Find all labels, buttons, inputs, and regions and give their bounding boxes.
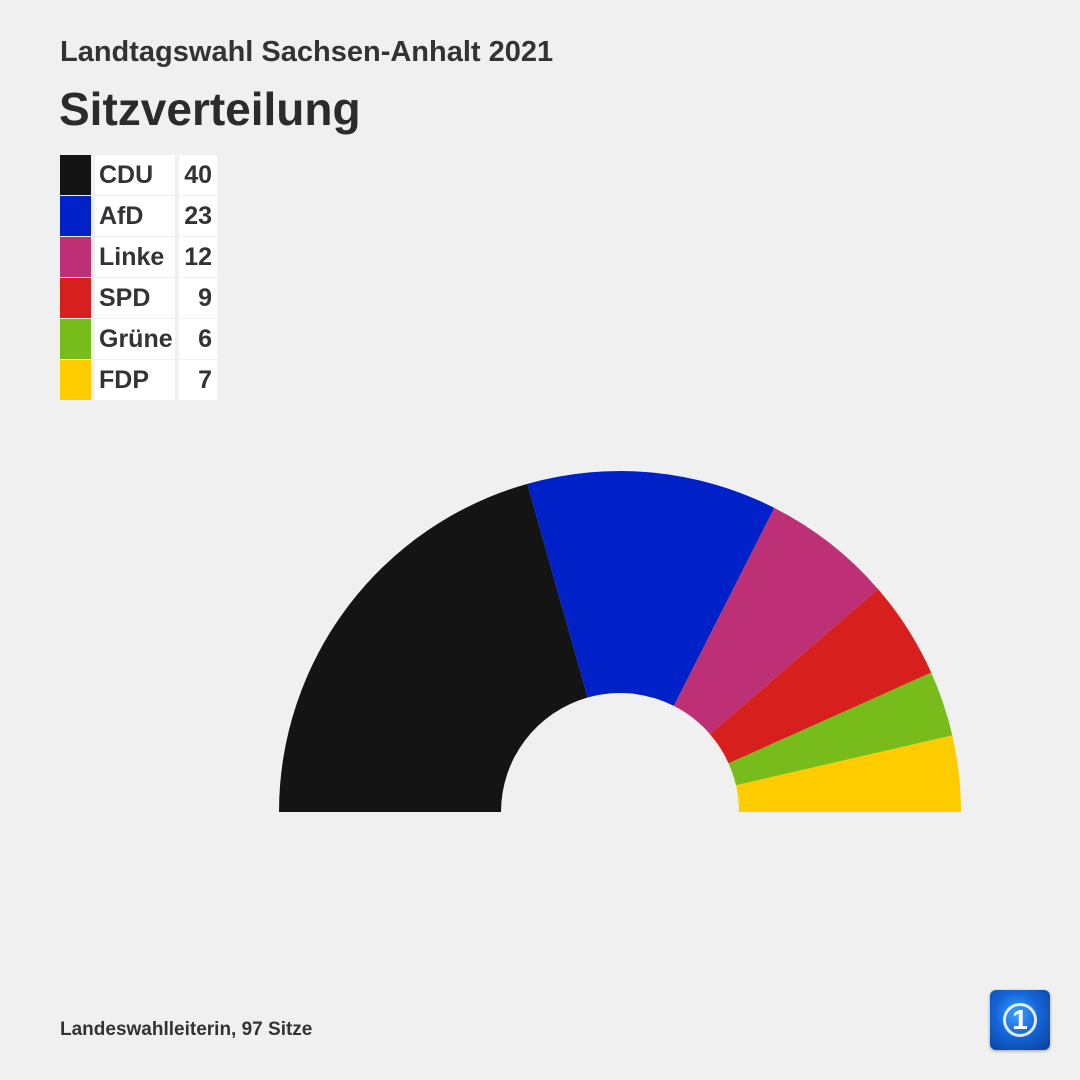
legend-swatch bbox=[60, 319, 91, 359]
legend-swatch bbox=[60, 196, 91, 236]
legend-swatch bbox=[60, 278, 91, 318]
legend-party-name: Grüne bbox=[95, 319, 175, 359]
legend-party-name: CDU bbox=[95, 155, 175, 195]
legend-seat-count: 23 bbox=[179, 196, 217, 236]
seat-segment-afd bbox=[527, 471, 775, 706]
legend-swatch bbox=[60, 155, 91, 195]
legend-seat-count: 40 bbox=[179, 155, 217, 195]
legend-party-name: SPD bbox=[95, 278, 175, 318]
legend-party-name: AfD bbox=[95, 196, 175, 236]
seat-segment-spd bbox=[710, 589, 932, 764]
seat-segment-gruene bbox=[728, 672, 953, 786]
seat-segment-linke bbox=[673, 507, 879, 735]
ard-tagesschau-logo-icon: 1 bbox=[990, 990, 1050, 1050]
seat-segment-cdu bbox=[279, 483, 588, 812]
legend-seat-count: 6 bbox=[179, 319, 217, 359]
legend-item-afd: AfD 23 bbox=[60, 196, 217, 237]
logo-ring bbox=[1003, 1003, 1037, 1037]
legend-swatch bbox=[60, 237, 91, 277]
legend-seat-count: 12 bbox=[179, 237, 217, 277]
legend-item-spd: SPD 9 bbox=[60, 278, 217, 319]
chart-title: Sitzverteilung bbox=[59, 83, 361, 135]
legend: CDU 40 AfD 23 Linke 12 SPD 9 Grüne 6 FDP… bbox=[60, 155, 217, 401]
seat-segment-fdp bbox=[735, 735, 961, 812]
legend-item-fdp: FDP 7 bbox=[60, 360, 217, 401]
legend-party-name: Linke bbox=[95, 237, 175, 277]
legend-seat-count: 7 bbox=[179, 360, 217, 400]
legend-party-name: FDP bbox=[95, 360, 175, 400]
legend-item-linke: Linke 12 bbox=[60, 237, 217, 278]
logo-digit: 1 bbox=[1012, 1004, 1028, 1035]
legend-seat-count: 9 bbox=[179, 278, 217, 318]
legend-swatch bbox=[60, 360, 91, 400]
legend-item-gruene: Grüne 6 bbox=[60, 319, 217, 360]
legend-item-cdu: CDU 40 bbox=[60, 155, 217, 196]
chart-supertitle: Landtagswahl Sachsen-Anhalt 2021 bbox=[60, 36, 554, 68]
source-note: Landeswahlleiterin, 97 Sitze bbox=[60, 1019, 313, 1040]
